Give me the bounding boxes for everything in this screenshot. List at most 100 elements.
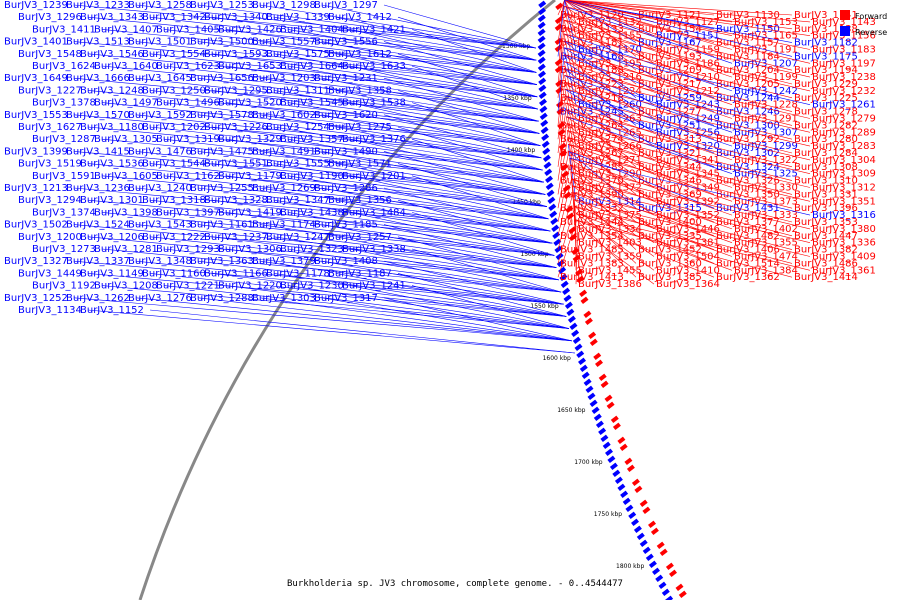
feature-label: BurJV3_1273 <box>32 244 96 255</box>
reverse-feature-block <box>661 588 670 597</box>
feature-connector-line <box>197 151 546 195</box>
forward-feature-block <box>575 268 584 277</box>
feature-label: BurJV3_1284 <box>794 148 858 159</box>
feature-label: BurJV3_1556 <box>314 37 378 48</box>
reverse-feature-block <box>539 98 547 107</box>
feature-label: BurJV3_1377 <box>716 217 780 228</box>
feature-label: BurJV3_1474 <box>734 252 798 263</box>
feature-label: BurJV3_1306 <box>218 244 282 255</box>
forward-feature-block <box>604 394 613 403</box>
reverse-feature-block <box>648 560 657 569</box>
forward-feature-block <box>565 205 574 214</box>
feature-label: BurJV3_1337 <box>66 256 130 267</box>
feature-connector-line <box>564 75 733 133</box>
feature-connector-line <box>557 0 565 16</box>
feature-label: BurJV3_1476 <box>128 146 192 157</box>
feature-label: BurJV3_1293 <box>156 244 220 255</box>
feature-label: BurJV3_1180 <box>80 122 144 133</box>
feature-label: BurJV3_1349 <box>656 183 720 194</box>
feature-label: BurJV3_1127 <box>656 17 720 28</box>
feature-connector-line <box>321 77 539 122</box>
feature-label: BurJV3_1575 <box>266 49 330 60</box>
feature-connector-line <box>273 53 538 98</box>
feature-label: BurJV3_1426 <box>218 24 282 35</box>
reverse-feature-block <box>537 21 546 30</box>
feature-label: BurJV3_1130 <box>716 10 780 21</box>
feature-label: BurJV3_1205 <box>716 79 780 90</box>
forward-feature-block <box>634 485 643 494</box>
feature-label: BurJV3_1593 <box>204 49 268 60</box>
reverse-feature-block <box>537 28 546 37</box>
feature-connector-line <box>225 65 538 110</box>
feature-label: BurJV3_1209 <box>638 65 702 76</box>
reverse-feature-block <box>622 497 631 506</box>
feature-connector-line <box>565 102 733 161</box>
feature-label: BurJV3_1570 <box>66 110 130 121</box>
feature-label: BurJV3_1345 <box>656 169 720 180</box>
feature-connector-line <box>135 114 542 159</box>
feature-connector-line <box>575 213 655 271</box>
reverse-feature-block <box>548 203 557 212</box>
feature-label: BurJV3_1252 <box>4 293 68 304</box>
feature-label: BurJV3_1202 <box>142 122 206 133</box>
feature-connector-line <box>557 26 565 85</box>
feature-label: BurJV3_1392 <box>656 196 720 207</box>
feature-connector-line <box>87 16 537 61</box>
feature-label: BurJV3_1178 <box>266 268 330 279</box>
forward-feature-block <box>642 506 651 515</box>
feature-label: BurJV3_1413 <box>560 272 624 283</box>
feature-label: BurJV3_1500 <box>190 37 254 48</box>
feature-connector-line <box>564 6 811 64</box>
feature-connector-line <box>563 40 793 99</box>
forward-feature-block <box>631 478 640 487</box>
feature-label: BurJV3_1605 <box>94 171 158 182</box>
feature-label: BurJV3_1187 <box>328 268 392 279</box>
feature-connector-line <box>197 114 542 159</box>
reverse-feature-block <box>581 371 590 380</box>
feature-label: BurJV3_1484 <box>342 207 406 218</box>
feature-label: BurJV3_1591 <box>32 171 96 182</box>
feature-connector-line <box>225 212 555 256</box>
feature-label: BurJV3_1132 <box>578 17 642 28</box>
feature-label: BurJV3_1246 <box>716 107 780 118</box>
reverse-feature-block <box>539 112 548 121</box>
feature-connector-line <box>572 185 811 243</box>
feature-label: BurJV3_1323 <box>280 244 344 255</box>
feature-connector-line <box>557 82 565 140</box>
feature-label: BurJV3_1217 <box>638 79 702 90</box>
feature-connector-line <box>135 4 537 49</box>
feature-connector-line <box>287 29 537 73</box>
reverse-feature-block <box>540 126 549 135</box>
feature-connector-line <box>273 273 567 317</box>
feature-connector-line <box>568 144 733 202</box>
feature-label: BurJV3_1309 <box>812 169 876 180</box>
feature-label: BurJV3_1645 <box>128 73 192 84</box>
feature-label: BurJV3_1398 <box>94 207 158 218</box>
feature-label: BurJV3_1281 <box>94 244 158 255</box>
feature-label: BurJV3_1160 <box>142 268 206 279</box>
feature-label: BurJV3_1385 <box>638 272 702 283</box>
feature-label: BurJV3_1501 <box>128 37 192 48</box>
feature-label: BurJV3_1282 <box>794 120 858 131</box>
feature-label: BurJV3_1490 <box>314 146 378 157</box>
feature-connector-line <box>163 102 541 146</box>
feature-connector-line <box>577 226 655 285</box>
feature-label: BurJV3_1182 <box>794 38 858 49</box>
reverse-feature-block <box>585 385 594 394</box>
feature-label: BurJV3_1224 <box>578 86 642 97</box>
feature-connector-line <box>287 175 549 220</box>
feature-connector-line <box>573 192 793 250</box>
reverse-feature-block <box>652 567 660 576</box>
feature-label: BurJV3_1221 <box>156 281 220 292</box>
feature-label: BurJV3_1288 <box>190 293 254 304</box>
feature-label: BurJV3_1620 <box>314 110 378 121</box>
feature-label: BurJV3_1431 <box>716 203 780 214</box>
feature-label: BurJV3_1265 <box>578 127 642 138</box>
feature-connector-line <box>273 126 543 171</box>
reverse-feature-block <box>617 483 626 492</box>
feature-connector-line <box>557 40 565 98</box>
feature-label: BurJV3_1406 <box>716 245 780 256</box>
feature-label: BurJV3_1298 <box>252 0 316 11</box>
feature-connector-line <box>570 171 733 230</box>
feature-connector-line <box>564 0 793 30</box>
